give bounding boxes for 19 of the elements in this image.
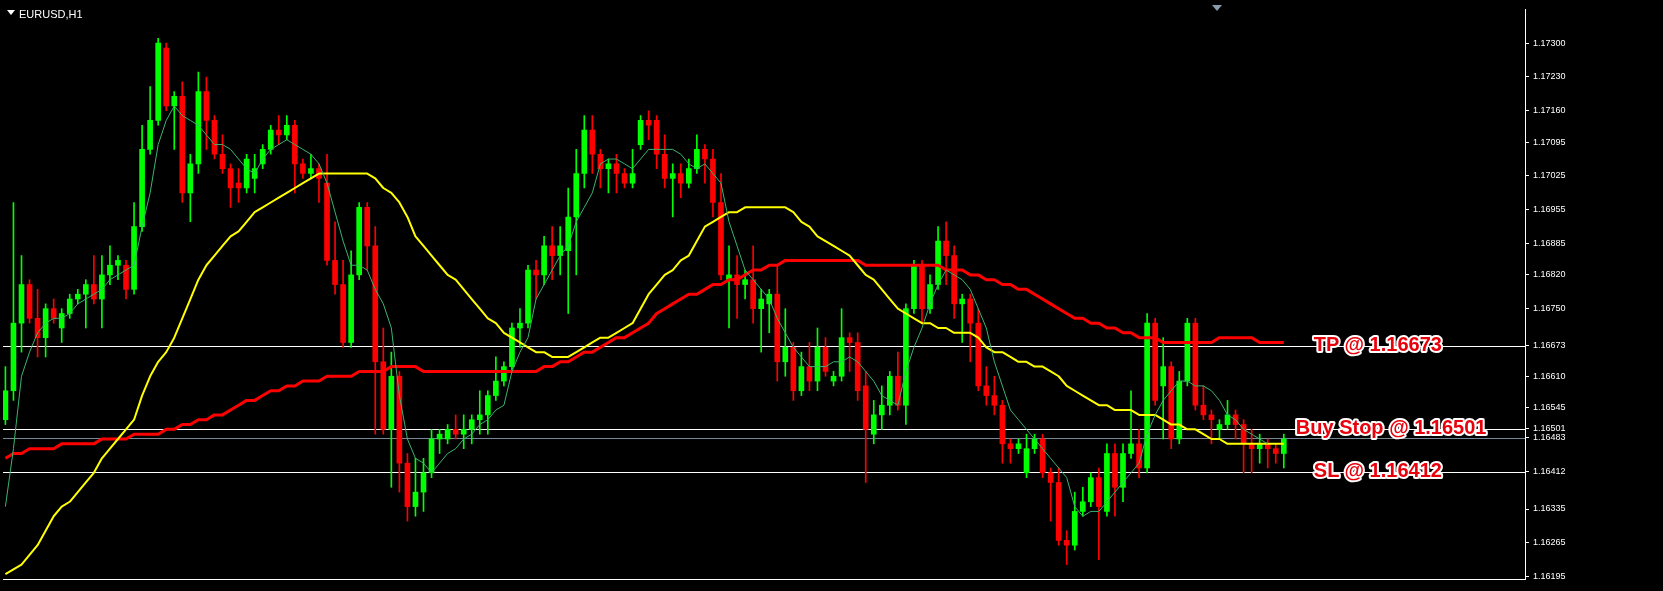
y-tick-label: 1.16412 <box>1533 466 1566 477</box>
y-tick-label: 1.16545 <box>1533 402 1566 413</box>
y-tick-label: 1.16673 <box>1533 340 1566 351</box>
y-tick-label: 1.16265 <box>1533 537 1566 548</box>
y-tick-label: 1.17025 <box>1533 170 1566 181</box>
y-tick-label: 1.16195 <box>1533 571 1566 582</box>
y-tick-label: 1.16820 <box>1533 269 1566 280</box>
y-tick-label: 1.16335 <box>1533 503 1566 514</box>
y-tick-label: 1.17160 <box>1533 105 1566 116</box>
y-tick-label: 1.16483 <box>1533 432 1566 443</box>
y-tick-label: 1.16955 <box>1533 204 1566 215</box>
y-tick-label: 1.16501 <box>1533 423 1566 434</box>
chart-title: EURUSD,H1 <box>19 8 83 21</box>
y-tick-label: 1.17230 <box>1533 71 1566 82</box>
y-tick-label: 1.16750 <box>1533 303 1566 314</box>
y-tick-label: 1.16885 <box>1533 238 1566 248</box>
y-tick-label: 1.17095 <box>1533 136 1566 147</box>
y-tick-label: 1.16610 <box>1533 370 1566 381</box>
y-tick-label: 1.17300 <box>1533 37 1566 48</box>
